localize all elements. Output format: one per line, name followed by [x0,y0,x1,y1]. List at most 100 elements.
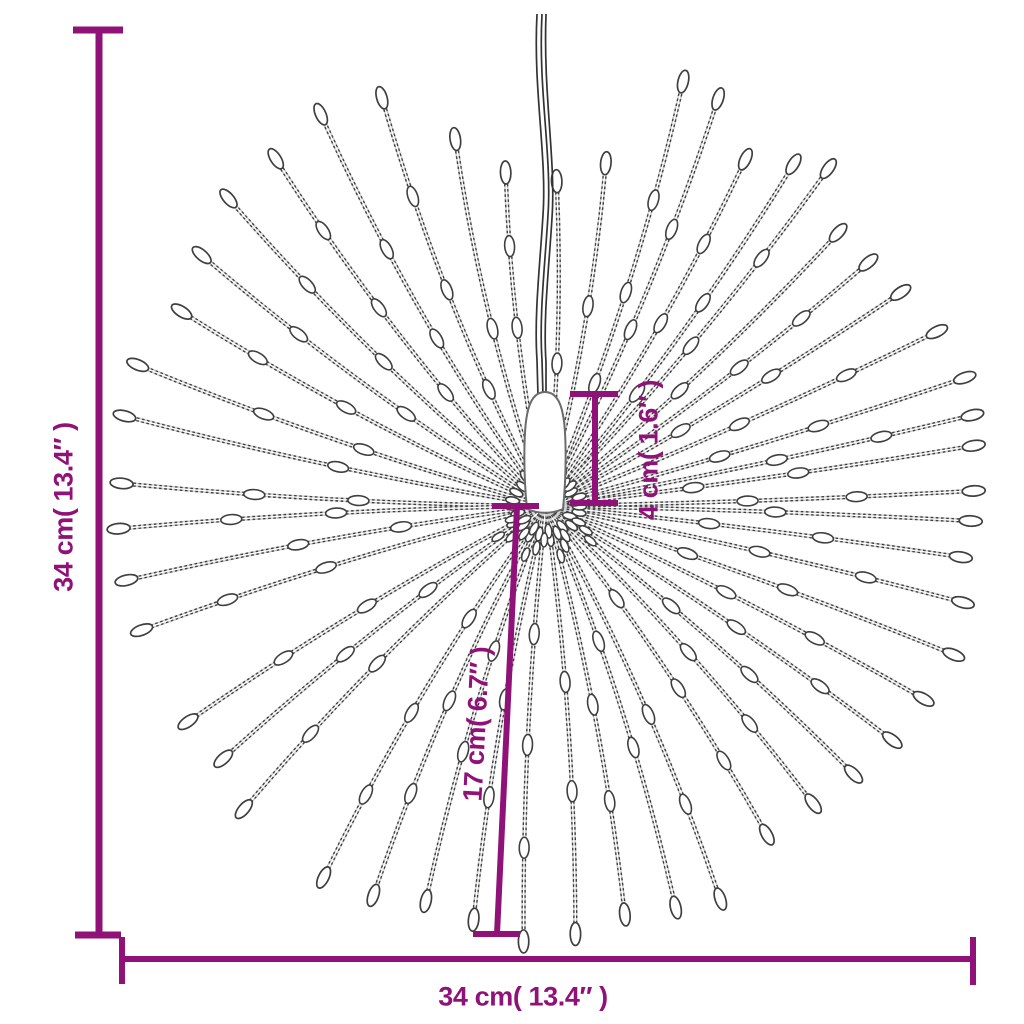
led-bulb [358,784,374,805]
led-bulb-tip [942,647,966,663]
led-bulb-tip [912,690,935,707]
led-bulb [324,507,348,519]
led-bulb [763,506,787,518]
led-bulb-tip [711,87,726,111]
led-bulb [708,450,731,463]
led-bulb [298,275,317,294]
led-bulb [603,789,616,813]
led-bulb [678,793,693,815]
led-bulb-tip [961,484,987,497]
dimension-label-cap-height: 4 cm( 1.6″ ) [633,379,664,521]
led-bulb [418,581,438,599]
led-bulb-tip [804,793,823,815]
led-bulb-tip [114,573,139,587]
center-cap [523,390,567,514]
led-bulb [641,703,656,726]
led-bulb [765,453,788,467]
led-bulb [456,740,470,763]
led-bulb [845,490,868,503]
led-bulb [252,407,275,421]
led-bulb-tip [785,153,802,176]
led-bulb [481,378,496,400]
led-bulb [379,238,395,260]
led-bulb [511,316,523,340]
led-bulb [578,525,593,536]
led-bulb [753,248,770,268]
led-bulb [528,521,540,536]
led-bulb [521,733,534,757]
led-bulb-tip [569,921,582,947]
led-bulb-tip [819,157,838,180]
led-bulb [335,645,355,663]
led-bulb [761,368,782,384]
led-bulb [627,736,640,759]
dimension-label-height: 34 cm( 13.4″ ) [48,422,79,592]
led-bulb [243,488,266,501]
led-bulb-tip [858,253,879,272]
led-bulb [315,220,332,241]
led-bulb [661,597,681,615]
led-bulb-tip [948,550,974,564]
led-bulb-tip [958,514,984,528]
led-bulb [715,584,737,600]
led-bulb [440,279,454,301]
led-bulb [592,630,606,653]
led-bulb [509,487,524,498]
led-bulb [247,350,268,366]
led-bulb-tip [950,595,976,610]
led-bulb-tip [315,866,332,889]
led-bulb [608,588,625,609]
dimension-label-width: 34 cm( 13.4″ ) [438,981,608,1012]
led-bulb [368,654,387,673]
led-bulb-tip [828,222,848,243]
led-bulb [551,352,563,375]
led-bulb-tip [758,823,775,846]
led-bulb [287,538,310,551]
dimension-drop [473,503,539,937]
led-bulb-tip [313,102,329,126]
led-bulb [404,782,418,805]
led-bulb [682,481,705,494]
led-bulb-tip [449,126,462,152]
led-bulb [403,702,420,724]
led-bulb [653,313,669,334]
led-bulb [682,336,700,356]
led-bulb-tip [669,895,683,920]
led-bulb-tip [713,887,728,911]
led-bulb [870,430,893,443]
led-bulb [716,750,732,771]
led-bulb [528,622,540,646]
led-bulb [619,281,633,304]
led-bulb [736,495,759,507]
led-bulb [679,642,697,662]
led-bulb [406,185,420,208]
led-bulb [374,352,393,371]
led-bulb-tip [599,150,612,176]
led-bulb [664,218,679,241]
led-bulb [559,538,570,553]
led-bulb-tip [177,713,199,731]
led-bulb-tip [952,370,977,385]
led-bulb [791,309,811,327]
led-bulb-tip [234,798,254,820]
led-bulb [520,547,531,562]
led-bulb [810,678,830,695]
led-bulb [289,325,309,343]
led-bulb [347,494,370,507]
led-bulb [327,460,350,473]
led-bulb [540,532,549,548]
led-bulb-tip [467,907,480,933]
led-bulb-tip [925,323,949,340]
led-bulb [370,298,388,318]
led-bulb [216,593,239,607]
led-bulb [807,419,830,433]
dimension-left [73,26,123,939]
led-bulb [389,520,413,533]
led-bulb [518,527,530,541]
led-bulb [628,383,646,403]
led-bulb-tip [517,929,530,954]
led-bulb [623,319,638,341]
led-bulb-tip [112,409,137,423]
led-bulb [559,670,571,694]
